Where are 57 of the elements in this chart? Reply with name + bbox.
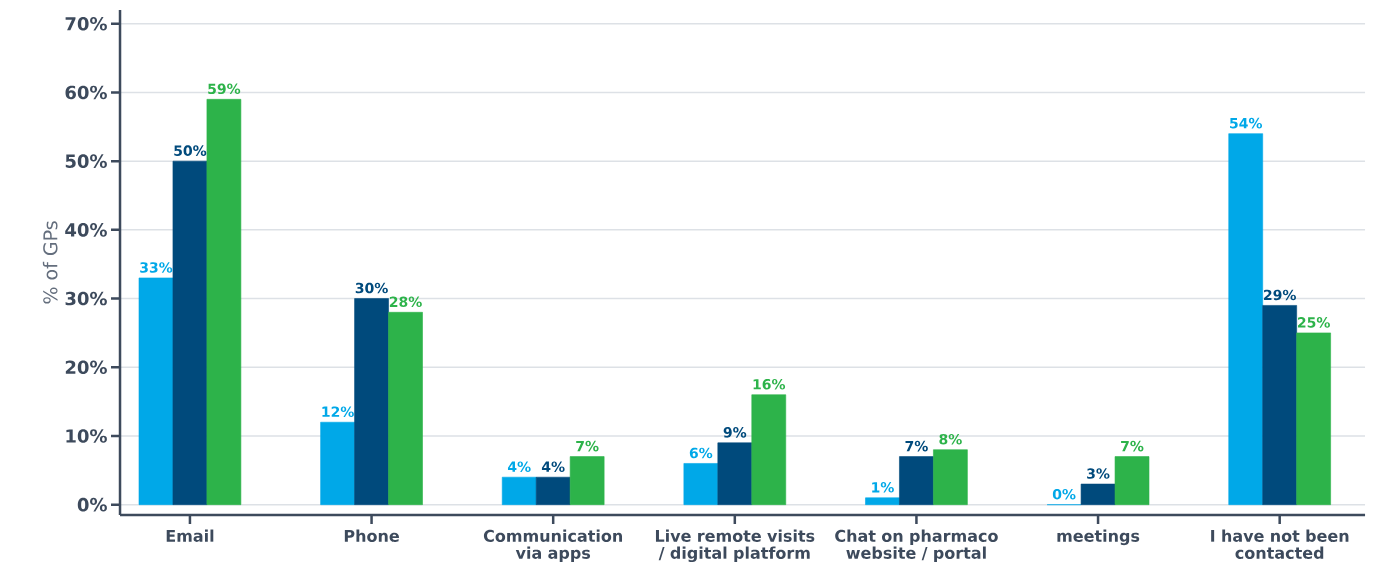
bar — [501, 476, 537, 505]
x-tick-label: Communication via apps — [483, 529, 623, 562]
bar — [388, 312, 423, 505]
y-tick-label: 20% — [65, 360, 107, 375]
data-label: 1% — [872, 482, 894, 493]
data-label: 7% — [905, 440, 928, 452]
bar — [138, 277, 174, 505]
bar — [751, 394, 787, 505]
y-tick-label: 30% — [65, 291, 107, 306]
bar — [535, 476, 571, 505]
data-label: 54% — [1230, 117, 1263, 129]
x-tick-label: I have not been contacted — [1211, 529, 1349, 559]
bar — [865, 497, 900, 505]
y-tick-label: 10% — [66, 429, 107, 443]
bar — [1296, 332, 1331, 505]
x-tick-label: Chat on pharmaco website / portal — [835, 529, 998, 562]
data-label: 30% — [355, 282, 388, 294]
bar — [683, 463, 719, 505]
data-label: 0% — [1052, 488, 1076, 500]
data-label: 8% — [939, 433, 962, 445]
y-tick-label: 70% — [65, 16, 107, 31]
bar — [569, 456, 605, 505]
bar — [320, 421, 355, 505]
data-label: 4% — [541, 461, 565, 472]
data-label: 9% — [723, 427, 747, 438]
x-tick-label: Email — [166, 529, 214, 542]
data-label: 16% — [753, 378, 786, 390]
data-label: 50% — [174, 145, 207, 156]
x-tick-label: meetings — [1057, 529, 1140, 546]
bar — [899, 456, 934, 505]
data-label: 33% — [140, 262, 173, 273]
data-label: 29% — [1264, 289, 1296, 301]
bar — [206, 99, 242, 505]
data-label: 25% — [1298, 317, 1330, 328]
y-tick-label: 40% — [65, 223, 107, 237]
y-tick-label: 60% — [65, 85, 107, 100]
x-tick-label: Live remote visits / digital platform — [655, 529, 815, 563]
y-tick-label: 0% — [77, 497, 107, 512]
bar — [717, 442, 753, 505]
data-label: 7% — [1121, 440, 1144, 452]
x-tick-label: Phone — [344, 529, 399, 542]
y-axis-title: % of GPs — [42, 221, 58, 304]
bar — [354, 298, 389, 505]
data-label: 6% — [689, 447, 713, 459]
data-label: 12% — [322, 406, 354, 418]
y-tick-label: 50% — [65, 154, 107, 168]
bar — [1228, 133, 1263, 505]
data-label: 4% — [507, 461, 531, 472]
bar — [1114, 456, 1150, 505]
data-label: 7% — [576, 440, 599, 452]
bar — [172, 160, 208, 505]
bar — [1080, 483, 1116, 505]
bar — [933, 449, 968, 505]
bar — [1262, 305, 1297, 505]
data-label: 28% — [389, 296, 422, 308]
data-label: 59% — [208, 83, 241, 95]
data-label: 3% — [1087, 468, 1110, 479]
